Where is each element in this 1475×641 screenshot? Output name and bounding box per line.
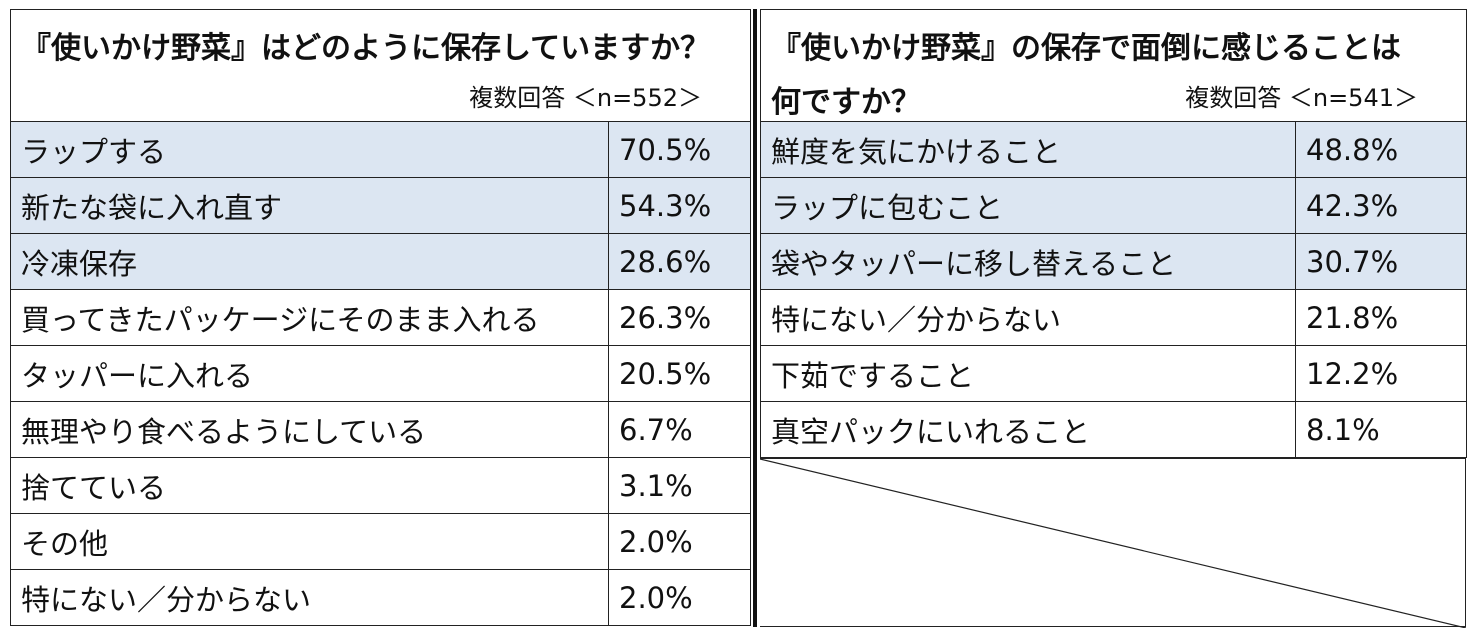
table-row: ラップに包むこと 42.3% — [760, 177, 1467, 234]
row-value: 28.6% — [608, 233, 751, 290]
response-meta: 複数回答 ＜n=552＞ — [469, 84, 702, 112]
row-value: 12.2% — [1295, 345, 1467, 402]
row-value: 20.5% — [608, 345, 751, 402]
row-value: 70.5% — [608, 121, 751, 178]
row-label: 鮮度を気にかけること — [760, 121, 1296, 178]
row-label: 冷凍保存 — [10, 233, 609, 290]
row-label: 無理やり食べるようにしている — [10, 401, 609, 458]
question-title-line2: 何ですか？ — [771, 85, 921, 120]
row-label: その他 — [10, 513, 609, 570]
table-row: タッパーに入れる 20.5% — [10, 345, 751, 402]
table-row: 冷凍保存 28.6% — [10, 233, 751, 290]
empty-cell — [760, 458, 1466, 628]
table-row: 袋やタッパーに移し替えること 30.7% — [760, 233, 1467, 290]
question-title: 『使いかけ野菜』の保存で面倒に感じることは 何ですか？ — [771, 22, 1401, 121]
row-value: 26.3% — [608, 289, 751, 346]
row-value: 6.7% — [608, 401, 751, 458]
row-value: 2.0% — [608, 569, 751, 626]
table-row: 新たな袋に入れ直す 54.3% — [10, 177, 751, 234]
row-label: 特にない／分からない — [10, 569, 609, 626]
row-value: 21.8% — [1295, 289, 1467, 346]
panel-divider — [753, 9, 757, 627]
row-label: 袋やタッパーに移し替えること — [760, 233, 1296, 290]
row-label: 下茹ですること — [760, 345, 1296, 402]
table-header: 『使いかけ野菜』の保存で面倒に感じることは 何ですか？ 複数回答 ＜n=541＞ — [760, 9, 1467, 122]
table-row: その他 2.0% — [10, 513, 751, 570]
row-label: 捨てている — [10, 457, 609, 514]
row-label: 新たな袋に入れ直す — [10, 177, 609, 234]
row-label: 特にない／分からない — [760, 289, 1296, 346]
row-label: ラップに包むこと — [760, 177, 1296, 234]
row-value: 30.7% — [1295, 233, 1467, 290]
row-label: 買ってきたパッケージにそのまま入れる — [10, 289, 609, 346]
table-row: ラップする 70.5% — [10, 121, 751, 178]
row-value: 2.0% — [608, 513, 751, 570]
table-row: 特にない／分からない 2.0% — [10, 569, 751, 626]
storage-hassle-table: 『使いかけ野菜』の保存で面倒に感じることは 何ですか？ 複数回答 ＜n=541＞… — [760, 9, 1467, 458]
question-title: 『使いかけ野菜』はどのように保存していますか？ — [21, 31, 711, 66]
table-row: 真空パックにいれること 8.1% — [760, 401, 1467, 458]
table-row: 買ってきたパッケージにそのまま入れる 26.3% — [10, 289, 751, 346]
row-value: 42.3% — [1295, 177, 1467, 234]
row-value: 8.1% — [1295, 401, 1467, 458]
table-row: 捨てている 3.1% — [10, 457, 751, 514]
row-value: 48.8% — [1295, 121, 1467, 178]
table-row: 下茹ですること 12.2% — [760, 345, 1467, 402]
table-row: 無理やり食べるようにしている 6.7% — [10, 401, 751, 458]
row-value: 54.3% — [608, 177, 751, 234]
response-meta: 複数回答 ＜n=541＞ — [1185, 84, 1418, 112]
row-value: 3.1% — [608, 457, 751, 514]
table-row: 特にない／分からない 21.8% — [760, 289, 1467, 346]
question-title-line1: 『使いかけ野菜』の保存で面倒に感じることは — [771, 31, 1401, 66]
row-label: タッパーに入れる — [10, 345, 609, 402]
table-header: 『使いかけ野菜』はどのように保存していますか？ 複数回答 ＜n=552＞ — [10, 9, 751, 122]
diagonal-slash — [760, 459, 1466, 628]
row-label: ラップする — [10, 121, 609, 178]
storage-method-table: 『使いかけ野菜』はどのように保存していますか？ 複数回答 ＜n=552＞ ラップ… — [10, 9, 751, 626]
row-label: 真空パックにいれること — [760, 401, 1296, 458]
table-row: 鮮度を気にかけること 48.8% — [760, 121, 1467, 178]
